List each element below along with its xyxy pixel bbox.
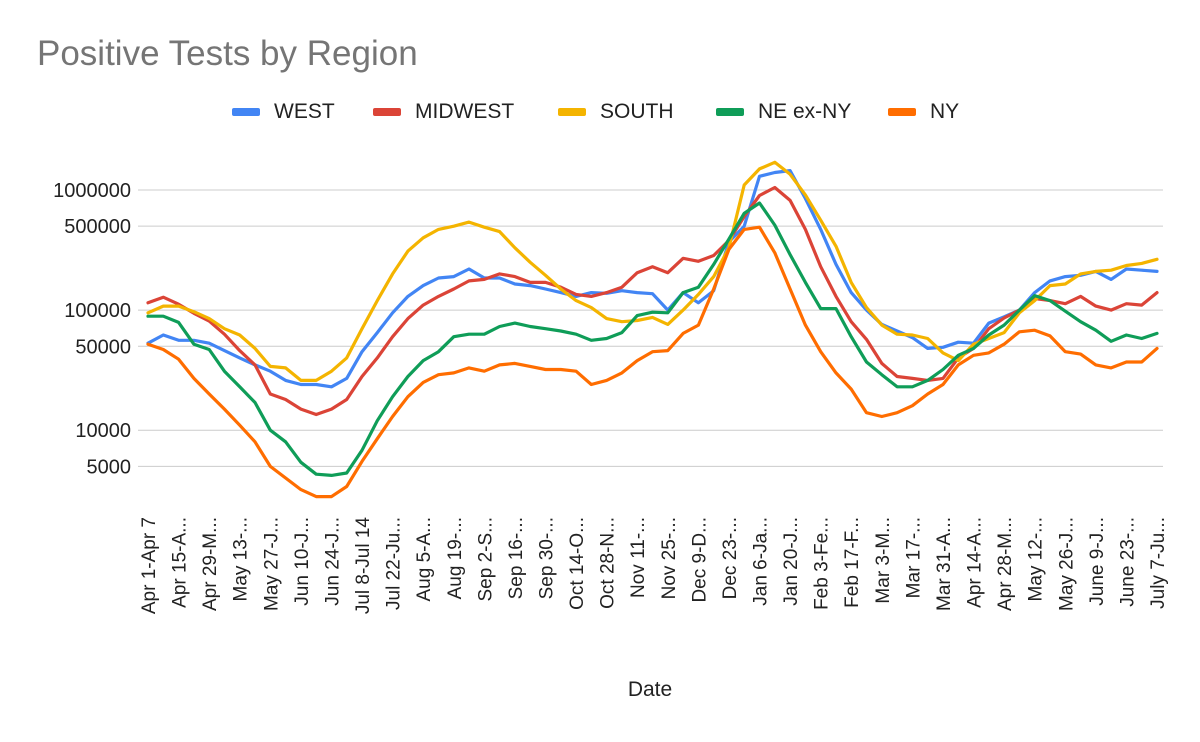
y-tick-label: 1000000 (53, 180, 131, 202)
x-tick-label: Dec 9-D... (689, 517, 710, 603)
x-tick-label: Apr 28-M... (995, 517, 1016, 611)
legend-item: SOUTH (558, 97, 674, 127)
y-tick-label: 500000 (64, 216, 131, 238)
x-tick-label: Jan 20-J... (781, 517, 802, 606)
x-tick-label: Jul 22-Ju... (384, 517, 405, 610)
x-tick-label: Oct 14-O... (567, 517, 588, 610)
y-tick-label: 100000 (64, 300, 131, 322)
legend-swatch (373, 108, 401, 116)
legend-swatch (716, 108, 744, 116)
legend-label: NY (930, 100, 960, 123)
series-line-ny (146, 225, 1159, 499)
x-tick-label: Feb 3-Fe... (812, 517, 833, 610)
series-line-west (146, 169, 1159, 389)
x-tick-label: Apr 29-M... (200, 517, 221, 611)
legend-swatch (232, 108, 260, 116)
x-tick-label: May 13-... (231, 517, 252, 601)
x-tick-label: Sep 16-... (506, 517, 527, 599)
x-tick-label: Aug 5-A... (414, 517, 435, 602)
x-tick-label: Mar 3-M... (873, 517, 894, 604)
series-line-ne-ex-ny (146, 201, 1159, 477)
legend-item: NE ex-NY (716, 97, 851, 127)
x-tick-label: Sep 2-S... (475, 517, 496, 602)
legend-swatch (558, 108, 586, 116)
x-tick-label: Jun 10-J... (292, 517, 313, 606)
x-tick-label: Apr 1-Apr 7 (139, 517, 160, 614)
x-tick-label: Sep 30-... (536, 517, 557, 599)
x-tick-label: June 23-... (1117, 517, 1138, 607)
legend-item: WEST (232, 97, 335, 127)
legend-swatch (888, 108, 916, 116)
x-tick-label: Apr 14-A... (965, 517, 986, 608)
legend-label: NE ex-NY (758, 100, 852, 123)
x-tick-label: Apr 15-A... (170, 517, 191, 608)
x-tick-label: May 26-J... (1056, 517, 1077, 611)
legend-item: NY (888, 97, 959, 127)
chart-title: Positive Tests by Region (37, 34, 418, 73)
x-tick-label: Mar 17-... (903, 517, 924, 598)
legend: WEST MIDWEST SOUTH NE ex-NY NY (0, 97, 1200, 127)
x-tick-label: Jun 24-J... (322, 517, 343, 606)
x-tick-label: May 12-... (1026, 517, 1047, 601)
y-tick-label: 5000 (87, 456, 132, 478)
y-tick-label: 50000 (75, 336, 131, 358)
x-tick-label: Oct 28-N... (598, 517, 619, 609)
x-axis-title: Date (627, 678, 673, 701)
x-tick-label: Nov 25-... (659, 517, 680, 599)
series-line-south (146, 160, 1159, 382)
x-tick-label: Aug 19-... (445, 517, 466, 599)
x-tick-label: June 9-J... (1087, 517, 1108, 606)
legend-label: MIDWEST (415, 100, 515, 123)
x-tick-label: July 7-Ju... (1148, 517, 1169, 609)
legend-label: WEST (274, 100, 335, 123)
y-tick-label: 10000 (75, 420, 131, 442)
legend-item: MIDWEST (373, 97, 514, 127)
x-tick-label: Jan 6-Ja... (751, 517, 772, 606)
x-tick-label: Feb 17-F... (842, 517, 863, 608)
legend-label: SOUTH (600, 100, 674, 123)
x-tick-label: Dec 23-... (720, 517, 741, 599)
series-line-midwest (146, 185, 1159, 417)
x-tick-label: Jul 8-Jul 14 (353, 517, 374, 615)
x-tick-label: May 27-J... (261, 517, 282, 611)
x-tick-label: Nov 11-... (628, 517, 649, 598)
x-tick-label: Mar 31-A... (934, 517, 955, 611)
